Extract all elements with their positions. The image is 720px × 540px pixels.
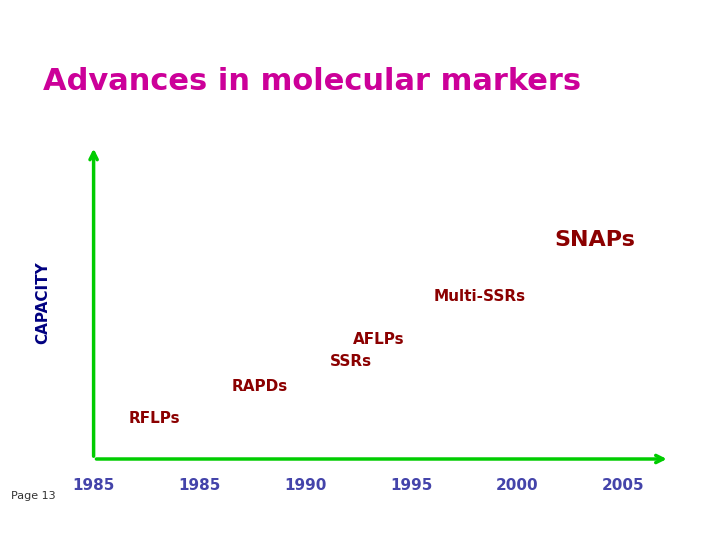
Text: 1990: 1990 [284,478,327,493]
Text: Advances in molecular markers: Advances in molecular markers [43,68,581,97]
Text: CAPACITY: CAPACITY [36,261,50,344]
Text: 1985: 1985 [179,478,221,493]
Text: RAPDs: RAPDs [232,380,288,394]
Text: Multi-SSRs: Multi-SSRs [433,289,526,303]
Text: RFLPs: RFLPs [128,411,180,426]
Text: 1995: 1995 [390,478,433,493]
Text: Page 13: Page 13 [11,491,55,501]
Text: SSRs: SSRs [330,354,372,369]
Text: 2005: 2005 [602,478,645,493]
Text: AFLPs: AFLPs [353,333,405,347]
Text: 2000: 2000 [496,478,539,493]
Text: SNAPs: SNAPs [554,230,635,250]
Text: 1985: 1985 [73,478,114,493]
